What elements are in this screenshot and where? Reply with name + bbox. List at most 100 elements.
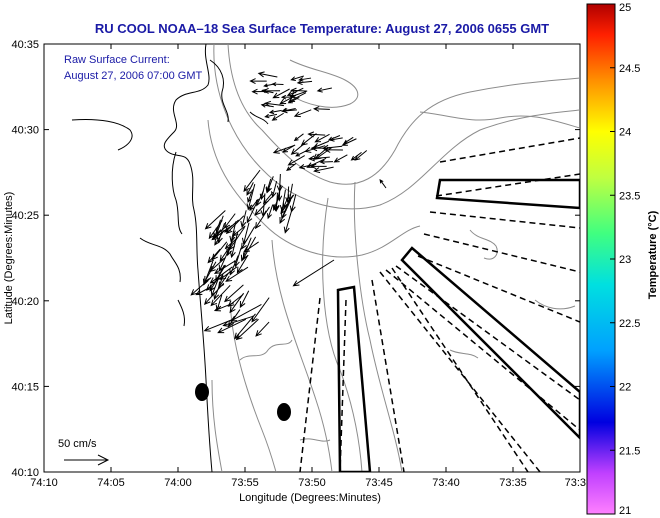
current-vector-arrow [279,189,286,213]
current-vector-arrow [255,321,270,337]
current-vector-arrow [211,241,228,261]
current-vector-arrow [243,169,261,192]
current-vector-arrow [290,87,308,94]
current-vector-arrow [223,213,236,229]
current-vector-arrow [329,137,343,142]
current-vector-arrow [203,318,235,332]
current-vector-arrow [264,113,278,119]
current-vector-arrow [209,266,233,284]
current-vector-arrow [260,103,274,108]
current-vector-arrow [207,248,221,264]
current-vector-arrow [246,183,256,211]
current-vector-arrow [235,318,259,341]
current-vector-arrow [310,163,327,170]
current-vector-arrow [312,106,330,112]
current-vector-arrow [292,259,335,287]
current-vector-arrow [240,210,247,228]
x-tick-label: 73:35 [499,477,527,489]
current-vector-arrow [295,150,307,157]
current-vector-arrow [286,87,304,96]
current-vector-arrow [293,133,304,142]
current-vector-arrow [354,150,368,161]
x-tick-label: 73:45 [365,477,393,489]
current-vector-arrow [271,82,284,87]
radar-footprints [336,178,580,472]
y-axis-label: Latitude (Degrees:Minutes) [3,192,15,325]
current-vector-arrow [247,189,253,204]
x-tick-label: 73:55 [231,477,259,489]
current-vector-arrow [254,206,270,230]
map-title: RU COOL NOAA–18 Sea Surface Temperature:… [95,21,549,36]
current-vector-arrow [240,226,256,250]
current-vector-arrow [254,196,273,216]
current-vector-arrow [379,178,387,189]
current-vector-arrow [249,78,267,85]
current-vector-arrow [230,304,262,322]
current-vector-arrow [289,194,297,213]
current-vector-arrow [287,155,305,166]
x-tick-label: 74:05 [97,477,125,489]
map-frame [43,43,581,473]
x-tick-label: 74:00 [164,477,192,489]
current-vector-arrow [313,166,334,174]
current-vector-arrow [298,163,315,170]
current-vector-arrow [293,109,312,118]
colorbar-tick-label: 24 [619,127,631,139]
x-axis: 74:10 74:05 74:00 73:55 73:50 73:45 73:40 73:35… [30,44,586,489]
current-vector-arrow [204,210,226,230]
current-vector-arrow [300,133,317,146]
current-note-line2: August 27, 2006 07:00 GMT [64,70,202,82]
current-vector-arrow [279,199,292,225]
x-tick-label: 73:3 [565,477,586,489]
current-vector-arrow [213,275,224,300]
current-vector-arrow [271,112,284,121]
current-vector-arrow [226,235,235,257]
current-vector-arrow [306,157,327,168]
current-vector-arrow [270,181,278,199]
station-marker [277,403,291,421]
y-tick-label: 40:30 [11,125,39,137]
current-vector-arrow [312,140,329,149]
current-vector-arrow [240,237,252,262]
current-vector-arrow [308,155,330,162]
colorbar-tick-label: 23.5 [619,190,640,202]
scale-label: 50 cm/s [58,438,97,450]
colorbar-tick-label: 22.5 [619,318,640,330]
current-vector-arrow [224,284,244,303]
current-vector-arrow [272,88,290,99]
current-vector-arrow [202,261,214,286]
current-vector-arrow [319,159,333,165]
current-vector-arrow [233,247,242,268]
current-vector-arrow [236,254,249,274]
current-vector-arrow [246,182,254,196]
surface-current-vectors [190,71,387,341]
current-vector-arrow [239,290,250,309]
colorbar-tick-label: 25 [619,2,631,14]
current-vector-arrow [251,297,270,323]
current-vector-arrow [211,225,233,241]
colorbar-ticks: 25 24.5 24 23.5 23 22.5 22 21.5 21 [610,2,640,517]
x-axis-label: Longitude (Degrees:Minutes) [239,492,381,504]
current-vector-arrow [243,241,259,253]
y-tick-label: 40:15 [11,381,39,393]
current-note-line1: Raw Surface Current: [64,54,170,66]
current-vector-arrow [229,292,245,314]
current-vector-arrow [288,92,307,103]
x-tick-label: 73:50 [298,477,326,489]
y-tick-label: 40:20 [11,296,39,308]
current-vector-arrow [267,204,274,220]
colorbar-tick-label: 21 [619,505,631,517]
current-vector-arrow [232,225,246,237]
current-vector-arrow [209,258,224,273]
radar-fan-lines [299,137,580,472]
colorbar-tick-label: 24.5 [619,63,640,75]
scale-arrow-icon [64,454,110,466]
current-vector-arrow [282,194,290,209]
current-vector-arrow [256,190,264,207]
y-tick-label: 40:10 [11,467,39,479]
x-tick-label: 74:10 [30,477,58,489]
current-vector-arrow [225,266,249,282]
colorbar-tick-label: 21.5 [619,445,640,457]
x-tick-label: 73:40 [432,477,460,489]
